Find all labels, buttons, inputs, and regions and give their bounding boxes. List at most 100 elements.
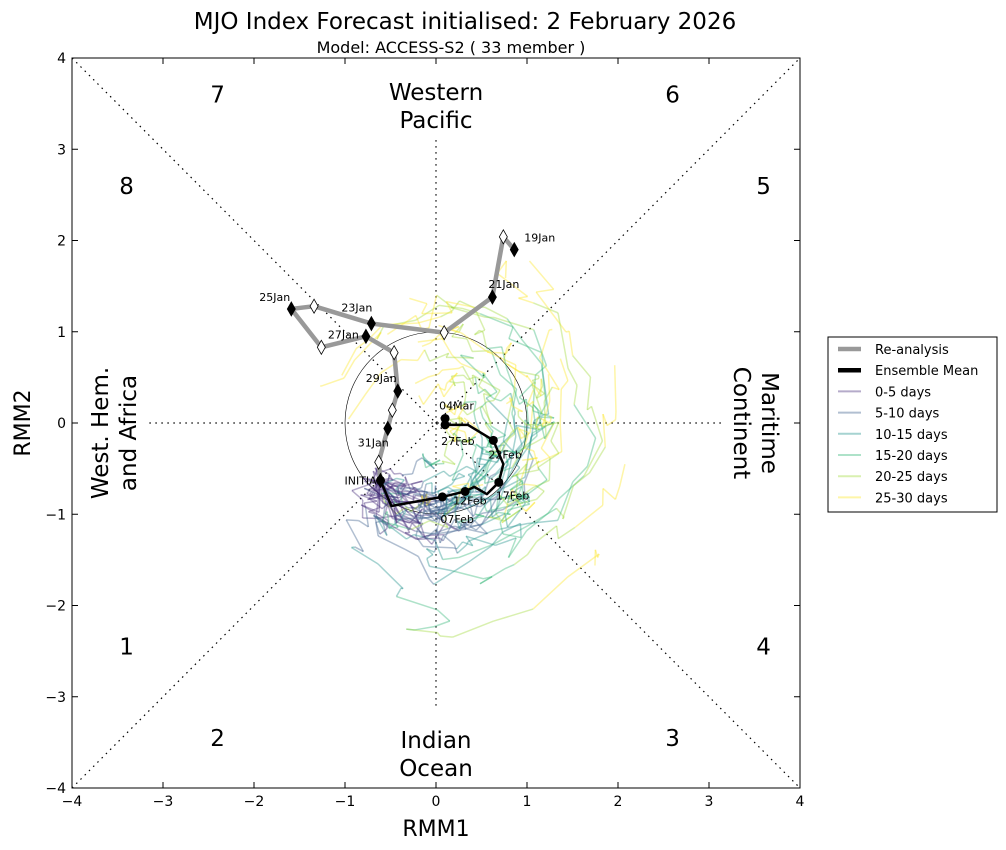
reanalysis-marker <box>387 402 397 419</box>
ensemble-member-segment <box>502 421 508 442</box>
ensemble-member-segment <box>535 416 539 428</box>
ensemble-member-segment <box>438 304 463 310</box>
ensemble-member-segment <box>508 397 513 407</box>
ensemble-member-segment <box>455 495 465 511</box>
ensemble-member-segment <box>508 390 516 412</box>
reanalysis-date-label: 31Jan <box>358 436 389 449</box>
ensemble-member-segment <box>414 376 429 385</box>
ensemble-member-segment <box>458 323 464 333</box>
ensemble-member-segment <box>532 576 569 610</box>
ensemble-member-segment <box>535 385 544 399</box>
ensemble-member-segment <box>372 514 388 526</box>
ensemble-member-segment <box>471 375 475 387</box>
ensemble-member-segment <box>351 546 379 565</box>
ensemble-member-segment <box>442 519 456 542</box>
ensemble-member-segment <box>449 425 459 432</box>
ensemble-member-segment <box>549 421 559 426</box>
ensemble-member-segment <box>451 475 465 482</box>
ensemble-member-segment <box>503 457 520 485</box>
ensemble-member-segment <box>434 528 467 535</box>
ensemble-member-segment <box>514 493 531 499</box>
ensemble-member-segment <box>485 443 502 465</box>
ensemble-member-segment <box>514 490 526 504</box>
ensemble-member-segment <box>372 486 381 495</box>
ensemble-member-segment <box>471 477 486 485</box>
ensemble-member-segment <box>460 440 463 446</box>
ensemble-member-segment <box>451 323 464 338</box>
ensemble-member-segment <box>373 496 388 501</box>
ensemble-member-segment <box>485 474 492 480</box>
ensemble-member-segment <box>360 504 389 522</box>
reanalysis-marker <box>361 328 371 345</box>
ensemble-member-segment <box>389 519 401 529</box>
ensemble-member-segment <box>472 349 492 353</box>
ensemble-member-segment <box>504 513 509 528</box>
ensemble-member-segment <box>431 459 441 466</box>
ensemble-member-segment <box>466 338 473 352</box>
ensemble-member-segment <box>525 501 536 512</box>
ensemble-member-segment <box>511 413 515 421</box>
ensemble-member-segment <box>418 537 440 541</box>
ensemble-member-segment <box>520 505 527 512</box>
ensemble-member-segment <box>446 372 458 384</box>
ensemble-member-segment <box>399 483 406 490</box>
ensemble-member-segment <box>415 522 421 537</box>
ensemble-member-segment <box>439 537 444 542</box>
ensemble-member-segment <box>364 372 382 395</box>
ensemble-member-segment <box>486 350 517 366</box>
ensemble-member-segment <box>494 525 528 544</box>
ensemble-member-segment <box>535 423 546 428</box>
ensemble-member-segment <box>380 492 383 495</box>
ensemble-member-segment <box>532 407 538 436</box>
ensemble-member-segment <box>511 426 519 433</box>
ensemble-member-segment <box>381 498 394 510</box>
ensemble-member-segment <box>481 452 502 458</box>
ensemble-member-segment <box>484 306 508 320</box>
ensemble-member-segment <box>404 476 408 485</box>
ensemble-member-segment <box>540 352 544 362</box>
ensemble-member-segment <box>439 498 446 517</box>
ensemble-member-segment <box>482 446 487 449</box>
ensemble-member-segment <box>443 382 455 398</box>
ensemble-member-segment <box>395 506 407 515</box>
x-tick-label: 0 <box>432 794 441 810</box>
ensemble-member-segment <box>500 430 516 445</box>
ensemble-member-segment <box>515 498 524 504</box>
ensemble-member-segment <box>504 449 518 454</box>
ensemble-member-segment <box>509 397 513 401</box>
legend-label: 0-5 days <box>875 385 931 400</box>
ensemble-member-segment <box>474 376 480 394</box>
ensemble-member-segment <box>515 445 530 465</box>
ensemble-member-segment <box>409 297 428 305</box>
ensemble-member-segment <box>491 483 506 506</box>
ensemble-member-segment <box>442 500 446 516</box>
ensemble-member-segment <box>458 519 464 530</box>
ensemble-member-segment <box>364 480 381 495</box>
ensemble-member-segment <box>436 294 455 309</box>
reanalysis-marker <box>366 315 376 332</box>
ensemble-member-segment <box>466 465 477 472</box>
ensemble-member-segment <box>524 447 535 452</box>
ensemble-member-segment <box>541 422 555 428</box>
ensemble-member-segment <box>397 492 416 510</box>
ensemble-member-segment <box>429 352 449 362</box>
ensemble-member-segment <box>504 466 521 487</box>
region-label: West. Hem. <box>88 367 114 499</box>
ensemble-member-segment <box>502 533 522 539</box>
ensemble-member-segment <box>518 297 534 304</box>
ensemble-member-segment <box>482 372 498 393</box>
ensemble-member-segment <box>460 354 485 379</box>
ensemble-mean-marker <box>460 486 470 496</box>
ensemble-member-segment <box>406 628 438 634</box>
ensemble-member-segment <box>475 507 498 531</box>
ensemble-member-segment <box>417 523 424 530</box>
ensemble-member-segment <box>458 513 476 532</box>
ensemble-member-segment <box>381 500 387 523</box>
ensemble-member-segment <box>530 426 546 438</box>
ensemble-member-segment <box>501 509 521 524</box>
ensemble-member-segment <box>426 499 432 513</box>
ensemble-member-segment <box>558 475 585 500</box>
phase-number: 4 <box>756 635 771 661</box>
ensemble-member-segment <box>424 500 444 507</box>
ensemble-member-segment <box>466 405 483 416</box>
